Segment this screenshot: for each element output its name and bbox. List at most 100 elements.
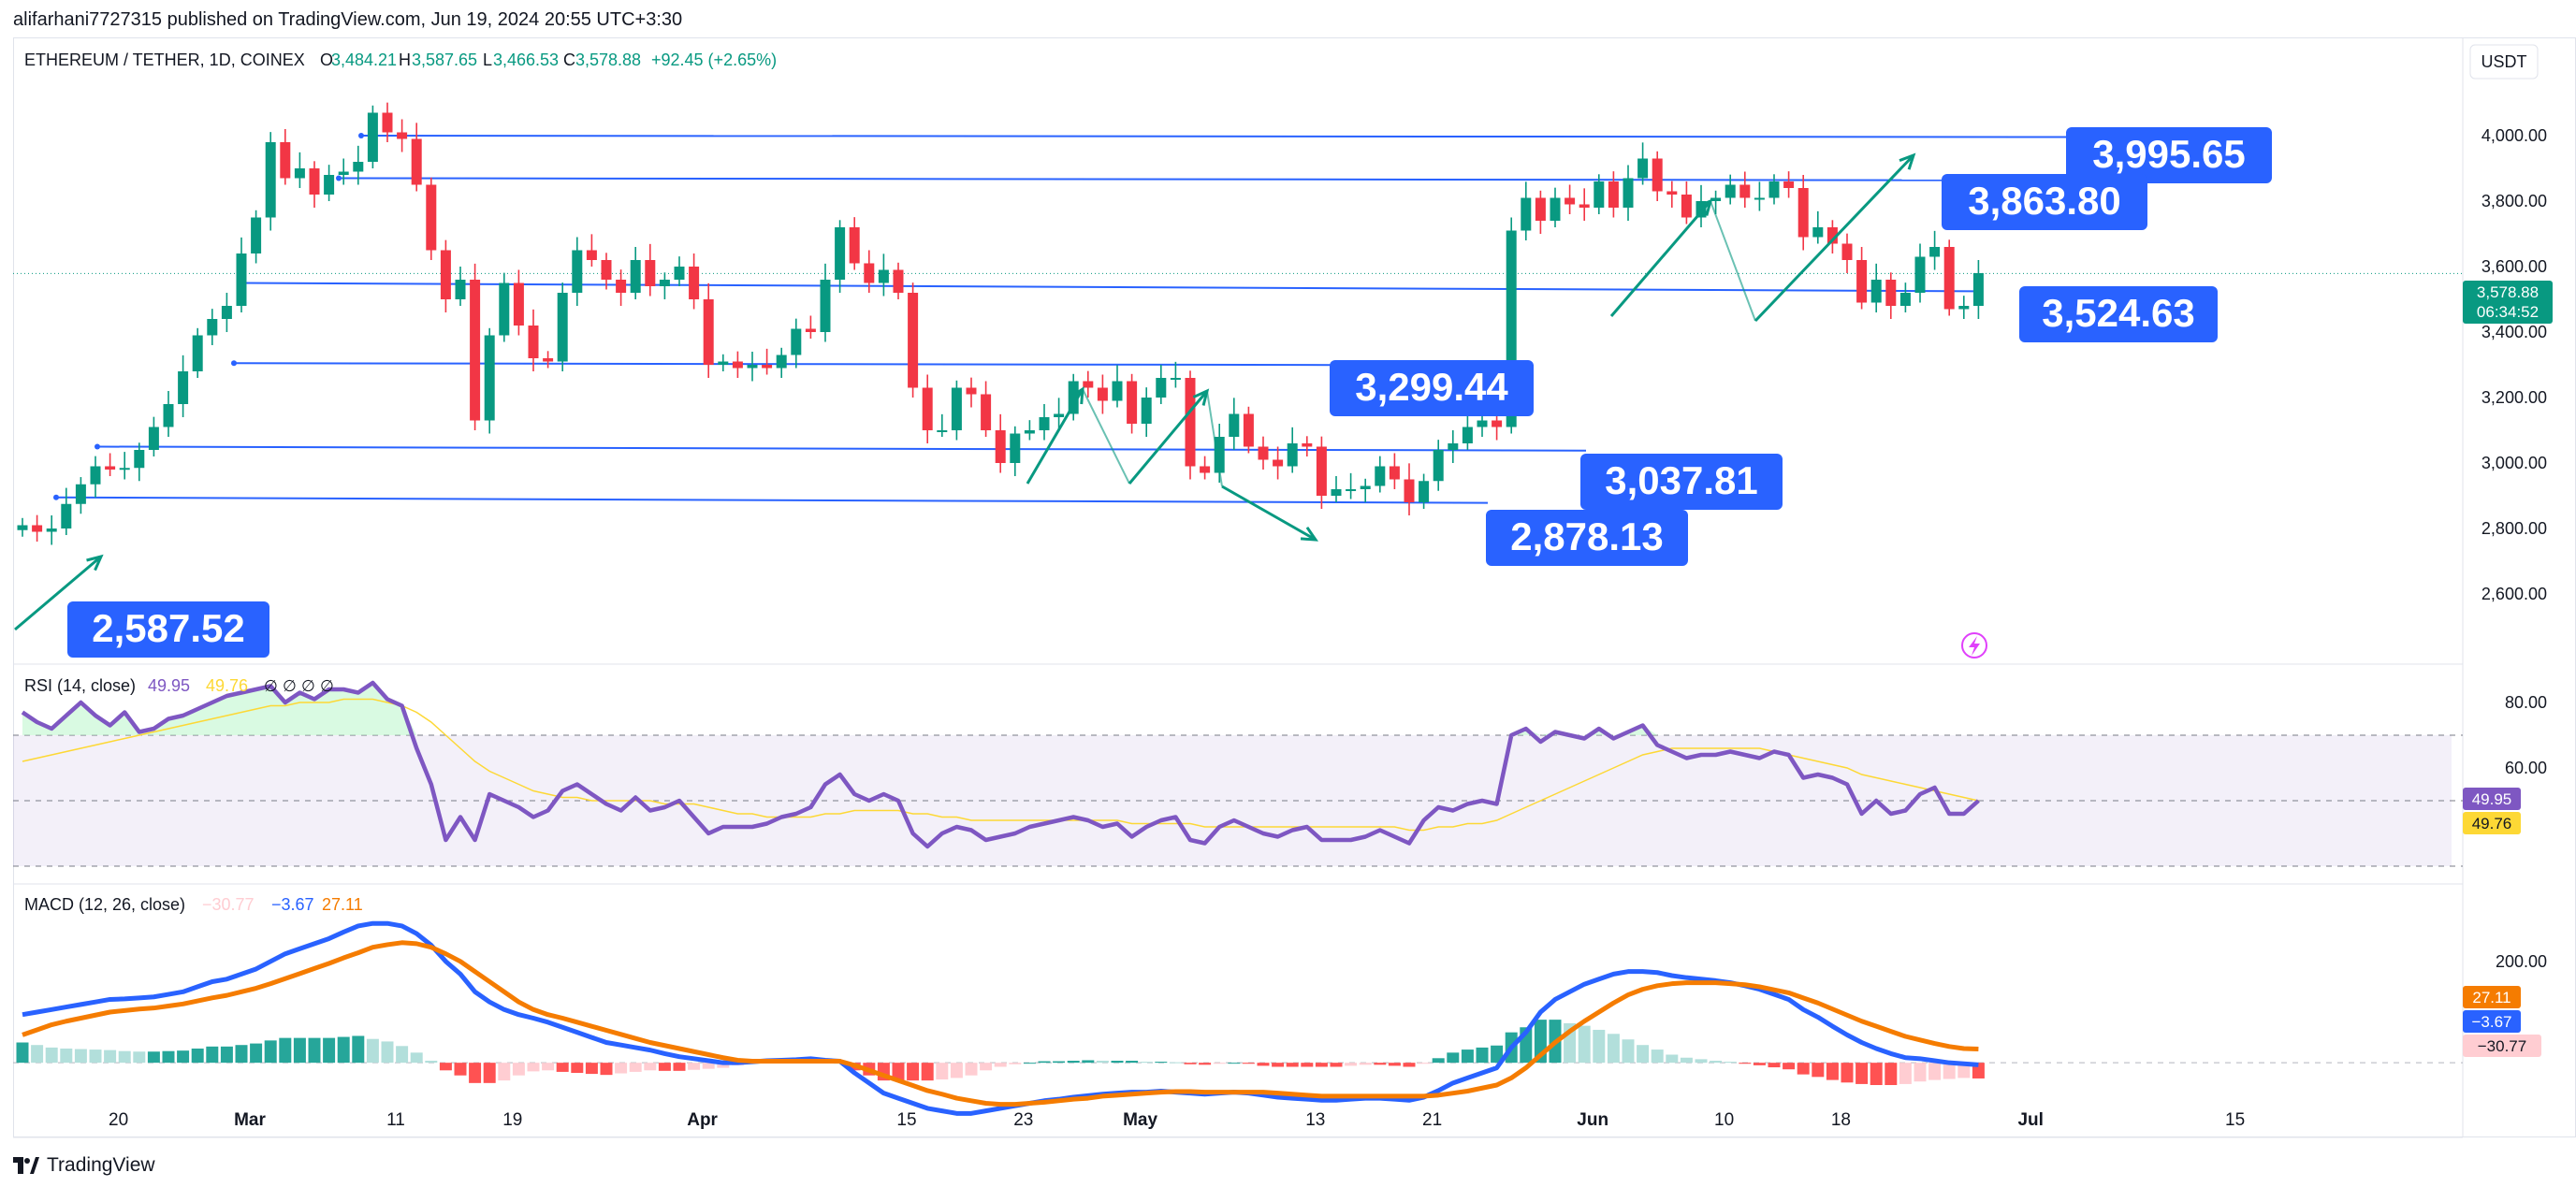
macd-legend-label: MACD (12, 26, close) (24, 895, 185, 914)
level-callout-box (2066, 127, 2272, 183)
macd-histogram-bar (512, 1063, 525, 1076)
macd-histogram-bar (220, 1046, 233, 1064)
rsi-legend-label: RSI (14, close) (24, 676, 136, 695)
macd-histogram-bar (1885, 1063, 1898, 1085)
candle-body (499, 282, 510, 336)
macd-histogram-bar (1432, 1058, 1445, 1064)
trend-arrow (1026, 388, 1084, 485)
macd-histogram-bar (439, 1063, 452, 1071)
candle-body (1273, 459, 1284, 467)
candle-body (1783, 181, 1795, 188)
macd-histogram-bar (1622, 1039, 1635, 1064)
candle-body (1899, 293, 1911, 306)
candle-body (17, 525, 28, 530)
candle-body (1914, 256, 1926, 293)
open-label: O (320, 51, 333, 69)
candle-body (1024, 430, 1035, 434)
footer-brand: TradingView (47, 1154, 155, 1176)
candle-body (1389, 466, 1400, 480)
candle-body (1229, 413, 1240, 437)
candle-body (1170, 378, 1181, 380)
macd-histogram-bar (1009, 1063, 1022, 1064)
macd-histogram-bar (1914, 1063, 1927, 1082)
lightning-icon[interactable] (1961, 632, 1987, 659)
open-value: 3,484.21 (331, 51, 397, 69)
candle-body (1870, 280, 1882, 303)
candle-body (178, 371, 189, 404)
candle-body (762, 365, 773, 369)
macd-histogram-bar (615, 1063, 628, 1074)
time-tick-label: Jun (1577, 1110, 1608, 1130)
candle-body (367, 112, 378, 162)
candle-body (981, 394, 992, 430)
candle-body (630, 260, 641, 293)
macd-histogram-bar (527, 1063, 540, 1072)
candle-body (411, 138, 422, 185)
candle-body (455, 280, 466, 299)
macd-histogram-bar (337, 1036, 350, 1064)
candle-body (1448, 443, 1459, 450)
price-pane[interactable]: 2,600.00 2,800.00 3,000.00 3,200.00 3,400.00… (13, 37, 2553, 1137)
trend-connector (1206, 390, 1223, 487)
level-anchor-dot (231, 360, 237, 367)
candle-body (893, 269, 904, 293)
high-label: H (399, 51, 411, 69)
candle-body (1696, 201, 1707, 218)
time-tick-label: Apr (687, 1110, 718, 1130)
candle-body (1943, 247, 1955, 310)
level-callout-label: 3,037.81 (1605, 458, 1758, 502)
macd-signal-badge-text: 27.11 (2472, 989, 2511, 1006)
candle-body (75, 484, 86, 504)
candle-body (1243, 413, 1254, 447)
macd-histogram-bar (1023, 1063, 1036, 1064)
macd-value-badge (2463, 1010, 2521, 1033)
candle-body (805, 328, 816, 332)
symbol-title: ETHEREUM / TETHER, 1D, COINEX (24, 51, 305, 69)
currency-button[interactable] (2469, 44, 2539, 80)
macd-histogram-bar (483, 1063, 496, 1083)
support-resistance-line (360, 135, 2074, 138)
macd-pane[interactable]: 200.00 27.11 −3.67 −30.77 (13, 920, 2547, 1116)
level-anchor-dot (336, 175, 342, 181)
candle-body (820, 280, 831, 332)
candle-body (718, 361, 729, 365)
macd-histogram-bar (1286, 1063, 1299, 1067)
macd-histogram-bar (1666, 1054, 1679, 1064)
candle-body (513, 282, 524, 326)
candle-body (353, 162, 364, 172)
trend-arrow (1609, 200, 1712, 317)
macd-histogram-bar (323, 1037, 336, 1064)
macd-hist-badge (2463, 1035, 2541, 1057)
candle-body (1433, 450, 1444, 482)
candle-body (1681, 195, 1692, 218)
rsi-legend-ma: 49.76 (206, 676, 248, 695)
trend-arrow-head (1899, 152, 1916, 170)
candle-body (32, 525, 43, 532)
rsi-na-mark: ∅ (320, 677, 334, 695)
level-callout-label: 3,863.80 (1968, 179, 2121, 223)
macd-histogram-bar (965, 1063, 978, 1076)
macd-histogram-bar (1345, 1063, 1358, 1066)
time-axis[interactable]: 20 Mar 11 19 Apr 15 23 May 13 21 Jun 10 18 Jul 15 (13, 1110, 2463, 1138)
candle-body (572, 250, 583, 293)
candle-body (1316, 446, 1327, 496)
price-tick-label: 4,000.00 (2481, 126, 2547, 145)
macd-histogram-bar (104, 1049, 117, 1064)
candle-body (1637, 158, 1649, 179)
rsi-na-mark: ∅ (301, 677, 315, 695)
macd-histogram-bar (1388, 1063, 1401, 1066)
candle-body (1477, 420, 1488, 427)
candle-body (674, 267, 685, 280)
candle-body (265, 142, 276, 218)
candle-body (1579, 204, 1590, 208)
low-label: L (483, 51, 492, 69)
trend-arrow-head (1300, 526, 1318, 542)
macd-histogram-bar (1111, 1061, 1124, 1064)
rsi-pane[interactable]: 60.00 80.00 49.95 49.76 (13, 680, 2547, 885)
candle-body (1185, 378, 1196, 467)
rsi-overbought-fill (22, 683, 1979, 735)
time-tick-label: May (1123, 1110, 1157, 1130)
level-callout-box (1942, 174, 2147, 230)
macd-histogram-bar (936, 1063, 949, 1080)
